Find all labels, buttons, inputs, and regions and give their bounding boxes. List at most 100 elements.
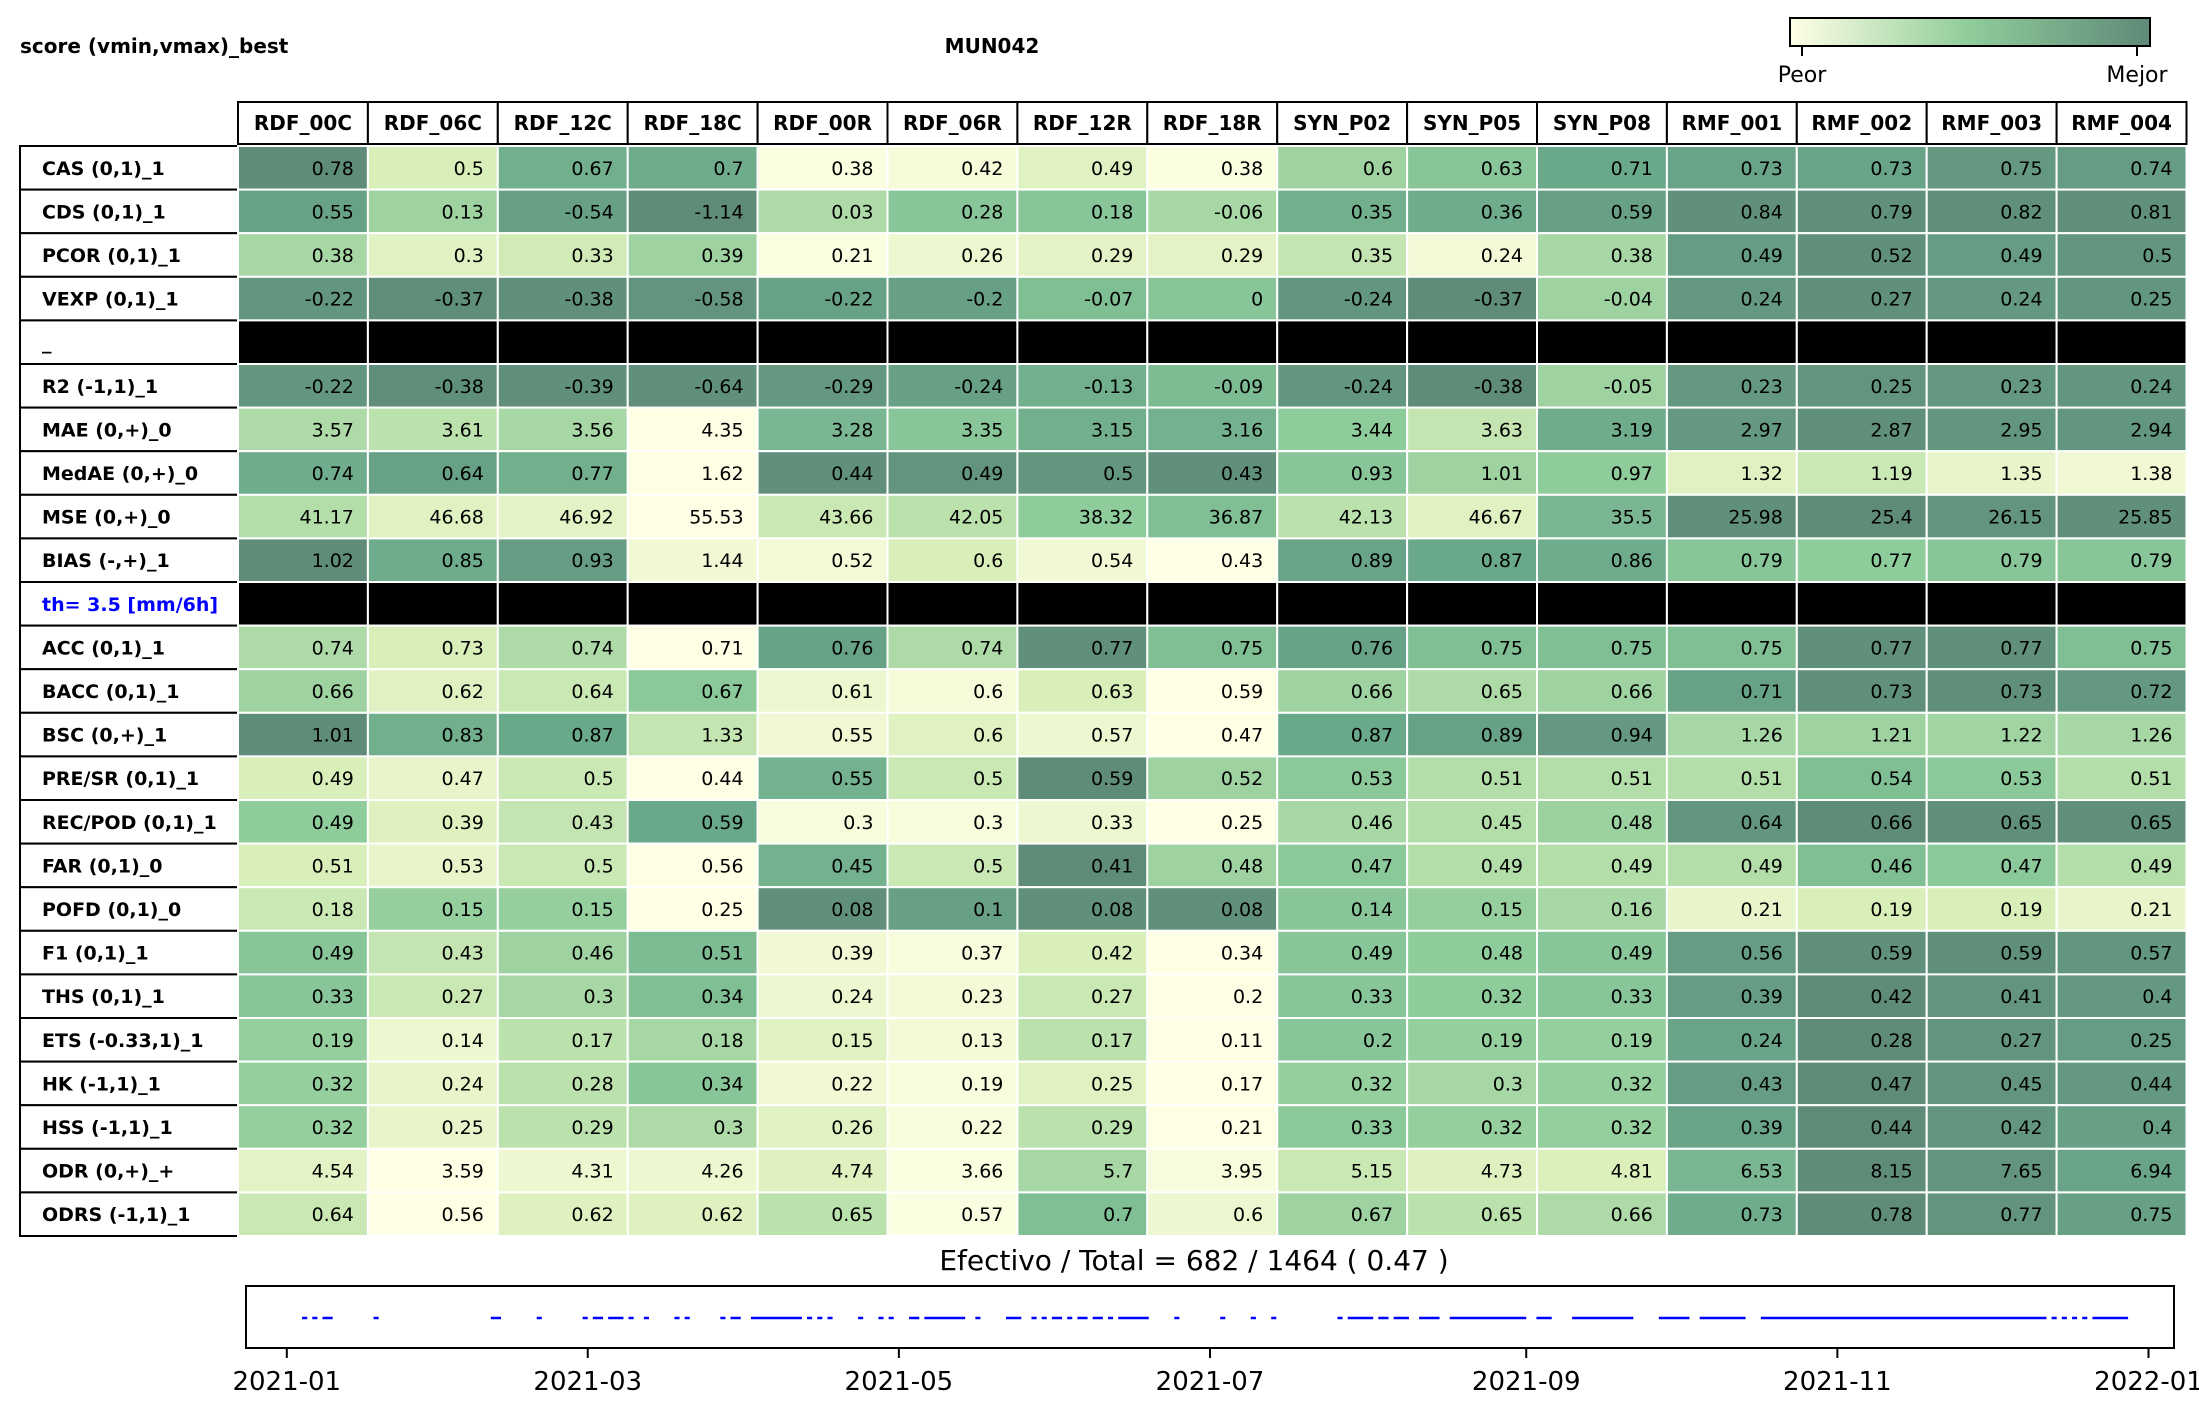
cell-value: 0.19 [1481,1030,1523,1052]
cell-value: 0.22 [831,1073,873,1095]
heatmap-cell [1925,755,2058,802]
cell-value: 0.43 [441,943,483,965]
cell-value: 2.95 [2000,419,2042,441]
cell-value: 0.42 [1870,986,1912,1008]
cell-value: 3.16 [1221,419,1263,441]
heatmap-cell [756,1191,889,1238]
cell-value: 4.26 [701,1161,743,1183]
cell-value: 6.94 [2130,1161,2172,1183]
column-header: RDF_06C [384,111,482,135]
cell-value: 0.38 [1221,158,1263,180]
row-label-box [19,319,239,365]
cell-value: 42.05 [949,507,1003,529]
separator-cell [237,319,369,365]
heatmap-cell [496,188,629,235]
heatmap-cell [1406,406,1538,453]
heatmap-cell [1665,886,1798,932]
cell-value: -0.2 [966,289,1003,311]
cell-value: 0.11 [1221,1030,1263,1052]
cell-value: 0.34 [1221,943,1263,965]
heatmap-cell [1536,1191,1668,1238]
cell-value: 0.59 [1611,201,1653,223]
cell-value: 1.35 [2000,463,2042,485]
cell-value: 0.48 [1481,943,1523,965]
cell-value: 0.51 [2130,768,2172,790]
cell-value: 0.67 [571,158,613,180]
cell-value: 0.66 [1611,1204,1653,1226]
heatmap-cell [366,537,499,584]
heatmap-cell [1146,1017,1279,1063]
cell-value: 1.01 [312,725,354,747]
heatmap-cell [366,275,499,322]
heatmap-cell [1665,275,1798,322]
cell-value: 0.81 [2130,201,2172,223]
heatmap-cell [1276,232,1409,278]
cell-value: 1.32 [1740,463,1782,485]
heatmap-cell [366,232,499,278]
heatmap-cell [237,711,369,758]
cell-value: -1.14 [694,201,743,223]
separator-cell [1016,581,1149,627]
heatmap-cell [1795,886,1928,932]
heatmap-cell [1795,406,1928,453]
heatmap-cell [1406,886,1538,932]
cell-value: 3.66 [961,1161,1003,1183]
cell-value: -0.38 [565,289,614,311]
heatmap-cell [2055,1191,2188,1238]
cell-value: -0.58 [694,289,743,311]
timeline-ticks: 2021-01 2021-03 2021-05 2021-07 2021-09 2021-… [232,1348,2199,1397]
cell-value: 0.79 [2000,550,2042,572]
separator-cell [1406,581,1538,627]
heatmap-cell [1925,450,2058,496]
separator-cell [886,581,1019,627]
cell-value: 0.63 [1481,158,1523,180]
heatmap-cell [886,668,1019,714]
heatmap-cell [886,1017,1019,1063]
cell-value: 0.28 [1870,1030,1912,1052]
cell-value: 0.64 [441,463,483,485]
cell-value: 0.4 [2142,1117,2172,1139]
separator-cell [1795,319,1928,365]
column-headers: RDF_00C RDF_06C RDF_12C RDF_18C RDF_00R RDF_0… [237,101,2188,145]
row-label: HSS (-1,1)_1 [42,1117,173,1139]
cell-value: 0.17 [571,1030,613,1052]
separator-cell [1276,319,1409,365]
cell-value: -0.38 [1474,376,1523,398]
heatmap-cell [1536,755,1668,802]
cell-value: 0.48 [1611,812,1653,834]
heatmap-cell [2055,493,2188,540]
cell-value: 0.5 [973,855,1003,877]
cell-value: 0.25 [1221,812,1263,834]
heatmap-cell [237,188,369,235]
cell-value: 0.18 [701,1030,743,1052]
cell-value: 0.74 [312,637,354,659]
cell-value: 0.44 [831,463,873,485]
cell-value: 2.94 [2130,419,2172,441]
cell-value: 0.77 [2000,637,2042,659]
cell-value: 4.35 [701,419,743,441]
heatmap-cell [496,406,629,453]
heatmap-cell [2055,799,2188,845]
cell-value: 0.32 [1481,986,1523,1008]
heatmap-cell [1016,711,1149,758]
heatmap-cell [496,929,629,976]
cell-value: 0.25 [441,1117,483,1139]
heatmap-cell [1406,624,1538,671]
heatmap-cell [1795,232,1928,278]
timeline-panel: 2021-01 2021-03 2021-05 2021-07 2021-09 2021-… [232,1285,2199,1397]
cell-value: -0.13 [1084,376,1133,398]
cell-value: 0.59 [701,812,743,834]
heatmap-cell [756,886,889,932]
cell-value: 0.79 [1870,201,1912,223]
cell-value: 0.62 [441,681,483,703]
heatmap-cell [366,1104,499,1150]
heatmap-cell [756,973,889,1020]
cell-value: 0.74 [312,463,354,485]
cell-value: 0.54 [1091,550,1133,572]
heatmap-cell [496,1060,629,1107]
heatmap-cell [2055,1060,2188,1107]
cell-value: 0.73 [1870,158,1912,180]
cell-value: 0.38 [1611,245,1653,267]
separator-cell [626,581,759,627]
heatmap-cell [1536,406,1668,453]
